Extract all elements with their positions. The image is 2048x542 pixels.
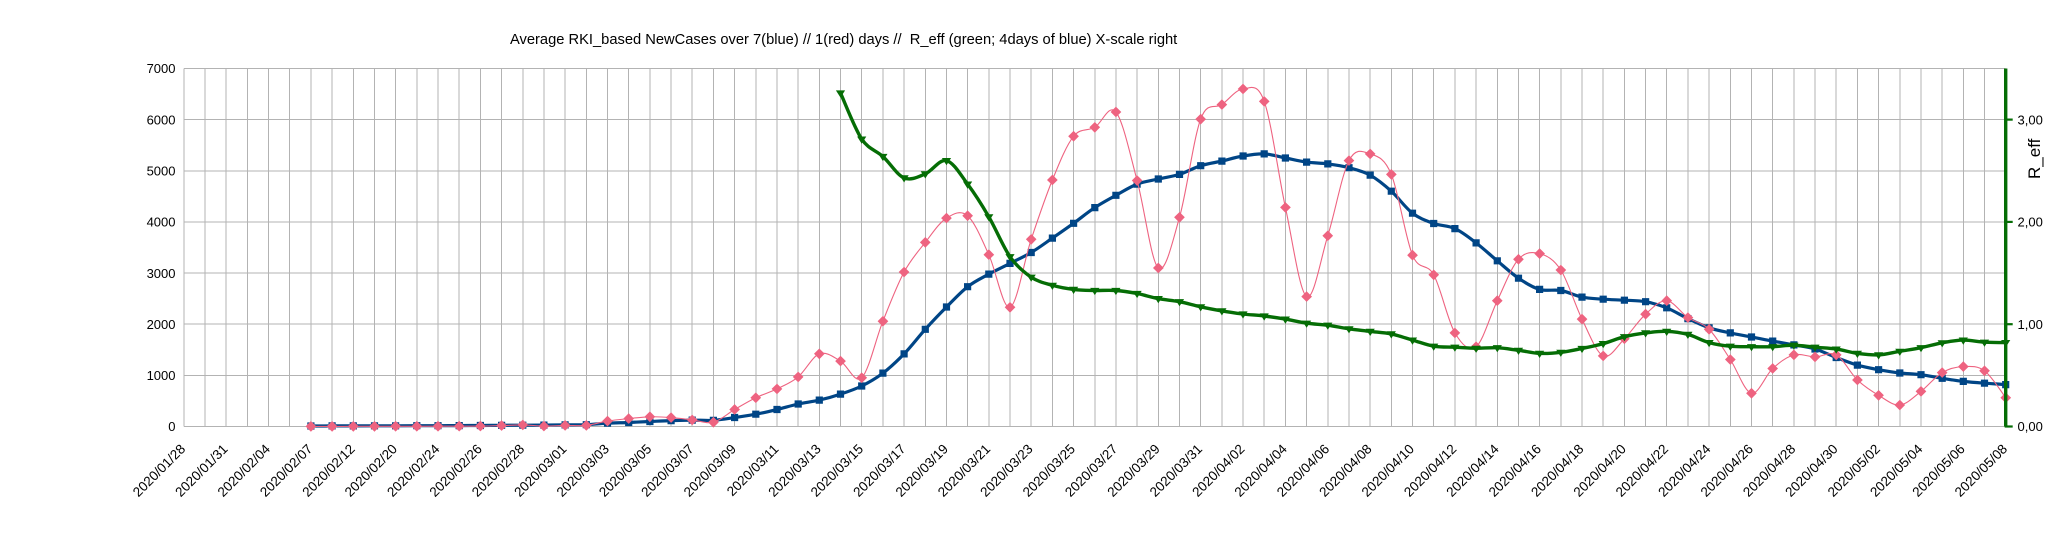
svg-text:0: 0	[168, 419, 175, 434]
svg-text:3000: 3000	[147, 266, 176, 281]
svg-text:6000: 6000	[147, 112, 176, 127]
svg-text:5000: 5000	[147, 164, 176, 179]
svg-text:1,00: 1,00	[2018, 317, 2043, 332]
svg-text:2,00: 2,00	[2018, 215, 2043, 230]
svg-text:1000: 1000	[147, 368, 176, 383]
svg-text:Average RKI_based NewCases ove: Average RKI_based NewCases over 7(blue) …	[510, 32, 1177, 48]
svg-text:7000: 7000	[147, 61, 176, 76]
svg-text:R_eff: R_eff	[2025, 138, 2044, 179]
svg-text:0,00: 0,00	[2018, 419, 2043, 434]
svg-text:2000: 2000	[147, 317, 176, 332]
svg-text:3,00: 3,00	[2018, 112, 2043, 127]
svg-text:4000: 4000	[147, 215, 176, 230]
